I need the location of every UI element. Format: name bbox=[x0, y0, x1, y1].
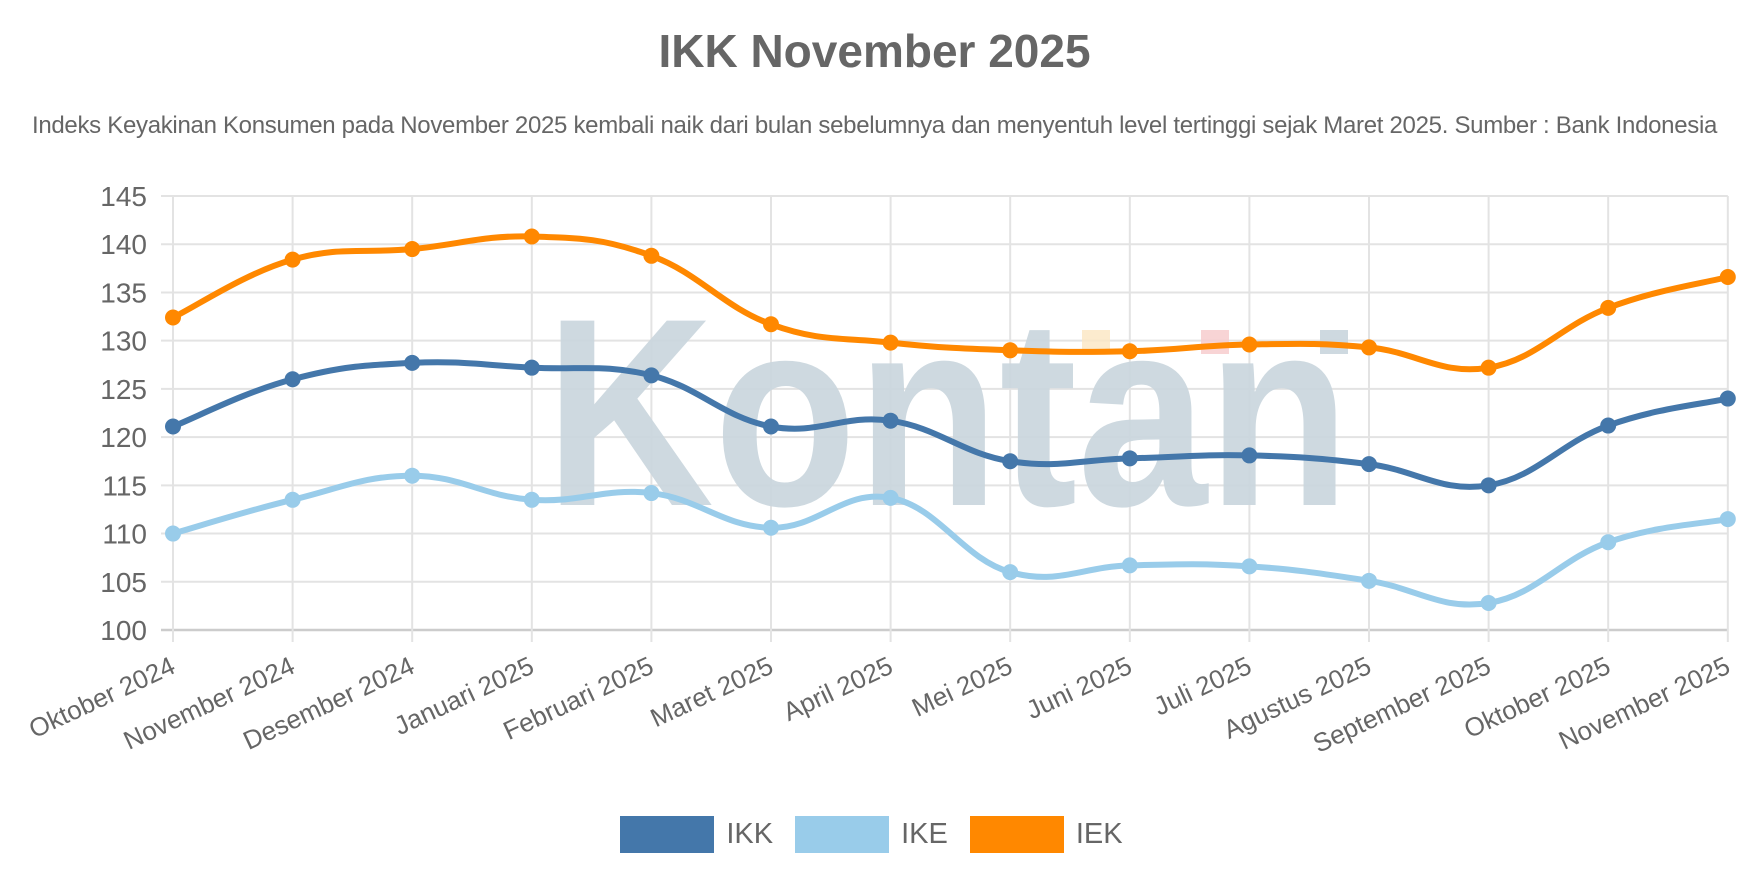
y-tick-label: 120 bbox=[100, 422, 147, 453]
legend-item-iek[interactable]: IEK bbox=[969, 816, 1129, 853]
y-tick-label: 105 bbox=[100, 567, 147, 598]
data-point[interactable] bbox=[1121, 343, 1138, 360]
legend-swatch-ikk bbox=[620, 816, 715, 853]
data-point[interactable] bbox=[1121, 557, 1138, 574]
data-point[interactable] bbox=[284, 491, 301, 508]
legend-label-ikk: IKK bbox=[726, 818, 774, 850]
data-point[interactable] bbox=[165, 525, 181, 542]
data-point[interactable] bbox=[1361, 339, 1377, 356]
data-point[interactable] bbox=[1241, 447, 1258, 464]
data-series bbox=[165, 228, 1736, 611]
series-line bbox=[170, 359, 1731, 490]
data-point[interactable] bbox=[523, 491, 540, 508]
data-point[interactable] bbox=[1241, 558, 1258, 575]
data-point[interactable] bbox=[1121, 450, 1138, 467]
y-tick-label: 115 bbox=[102, 470, 147, 501]
data-point[interactable] bbox=[1719, 269, 1736, 286]
data-point[interactable] bbox=[1480, 594, 1497, 611]
series-line bbox=[170, 472, 1731, 608]
data-point[interactable] bbox=[643, 367, 660, 384]
series-ike bbox=[165, 467, 1736, 611]
legend-swatch-ike bbox=[795, 816, 890, 853]
data-point[interactable] bbox=[165, 309, 181, 326]
data-point[interactable] bbox=[882, 334, 899, 351]
legend-item-ikk[interactable]: IKK bbox=[620, 816, 779, 853]
data-point[interactable] bbox=[1002, 453, 1019, 470]
data-point[interactable] bbox=[882, 412, 899, 429]
data-point[interactable] bbox=[1002, 342, 1019, 359]
data-point[interactable] bbox=[1241, 336, 1258, 353]
data-point[interactable] bbox=[882, 489, 899, 506]
legend-label-iek: IEK bbox=[1075, 818, 1123, 850]
x-tick-label: Juni 2025 bbox=[1021, 650, 1136, 725]
data-point[interactable] bbox=[643, 485, 660, 502]
data-point[interactable] bbox=[404, 467, 421, 484]
x-tick-label: Mei 2025 bbox=[907, 650, 1017, 722]
data-point[interactable] bbox=[284, 371, 301, 388]
data-point[interactable] bbox=[404, 354, 421, 371]
data-point[interactable] bbox=[1480, 477, 1497, 494]
data-point[interactable] bbox=[523, 359, 540, 376]
legend-label-ike: IKE bbox=[901, 818, 948, 850]
data-point[interactable] bbox=[1600, 299, 1617, 316]
data-point[interactable] bbox=[763, 418, 779, 435]
y-tick-label: 110 bbox=[102, 519, 147, 550]
y-tick-label: 130 bbox=[100, 326, 147, 357]
data-point[interactable] bbox=[1600, 534, 1617, 551]
data-point[interactable] bbox=[763, 519, 779, 536]
data-point[interactable] bbox=[1600, 417, 1617, 434]
svg-text:Kontan: Kontan bbox=[545, 262, 1350, 562]
x-tick-label: April 2025 bbox=[778, 650, 897, 727]
data-point[interactable] bbox=[1719, 511, 1736, 528]
y-axis: 100 105 110 115 120 125 130 135 140 145 bbox=[100, 181, 147, 646]
series-ikk bbox=[165, 354, 1736, 494]
data-point[interactable] bbox=[1361, 456, 1377, 473]
data-point[interactable] bbox=[523, 228, 540, 245]
series-iek bbox=[165, 228, 1736, 376]
data-point[interactable] bbox=[643, 247, 660, 264]
watermark-logo: Kontan bbox=[545, 262, 1350, 562]
data-point[interactable] bbox=[1361, 572, 1377, 589]
data-point[interactable] bbox=[404, 241, 421, 258]
data-point[interactable] bbox=[284, 251, 301, 268]
y-tick-label: 125 bbox=[100, 374, 147, 405]
data-point[interactable] bbox=[1719, 390, 1736, 407]
grid-lines bbox=[161, 195, 1729, 642]
y-tick-label: 135 bbox=[100, 277, 147, 308]
data-point[interactable] bbox=[1002, 564, 1019, 581]
chart-subtitle: Indeks Keyakinan Konsumen pada November … bbox=[31, 112, 1718, 139]
y-tick-label: 100 bbox=[100, 615, 147, 646]
legend: IKK IKE IEK bbox=[0, 816, 1749, 853]
data-point[interactable] bbox=[1480, 359, 1497, 376]
y-tick-label: 140 bbox=[100, 229, 147, 260]
chart-title: IKK November 2025 bbox=[658, 25, 1091, 77]
y-tick-label: 145 bbox=[100, 181, 147, 212]
data-point[interactable] bbox=[763, 316, 779, 333]
x-tick-label: Maret 2025 bbox=[646, 650, 778, 733]
data-point[interactable] bbox=[165, 418, 181, 435]
legend-swatch-iek bbox=[969, 816, 1064, 853]
legend-item-ike[interactable]: IKE bbox=[795, 816, 954, 853]
